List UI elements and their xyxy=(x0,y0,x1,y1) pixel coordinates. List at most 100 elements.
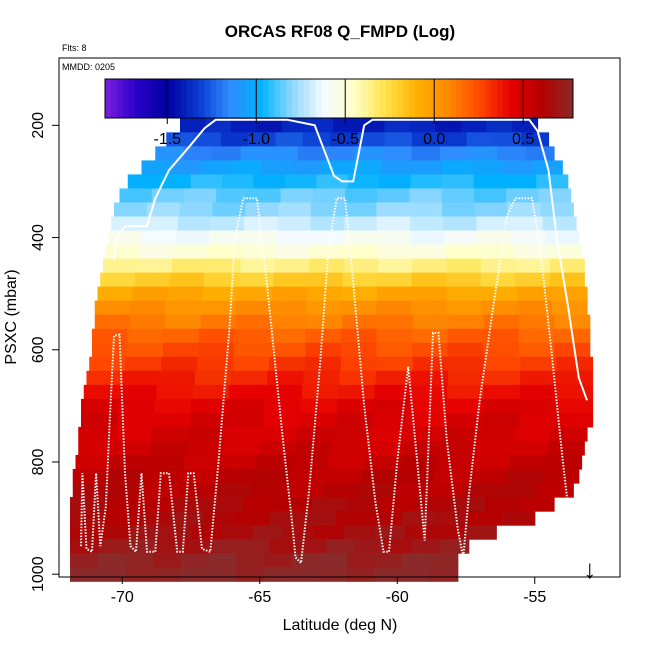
heatmap-cell xyxy=(201,160,233,176)
colorbar-segment xyxy=(461,79,469,118)
heatmap-cell xyxy=(242,230,278,246)
heatmap-cell xyxy=(222,440,260,456)
colorbar-segment xyxy=(333,79,340,118)
heatmap-cell xyxy=(548,440,585,456)
heatmap-cell xyxy=(481,300,518,316)
heatmap-cell xyxy=(346,553,376,568)
heatmap-cell xyxy=(284,174,317,190)
colorbar-segment xyxy=(262,79,270,118)
heatmap-cell xyxy=(83,384,121,400)
colorbar-segment xyxy=(105,79,112,118)
heatmap-cell xyxy=(483,328,520,344)
heatmap-cell xyxy=(368,426,406,442)
colorbar-segment xyxy=(368,79,375,118)
heatmap-cell xyxy=(111,454,149,470)
heatmap-cell xyxy=(207,244,243,260)
heatmap-cell xyxy=(163,328,200,344)
heatmap-cell xyxy=(159,174,192,190)
heatmap-cell xyxy=(200,314,237,330)
heatmap-cell xyxy=(234,328,271,344)
colorbar-segment xyxy=(210,79,217,118)
heatmap-cell xyxy=(252,525,284,540)
heatmap-cell xyxy=(163,342,200,358)
colorbar-segment xyxy=(286,79,293,118)
heatmap-cell xyxy=(480,272,516,288)
heatmap-cell xyxy=(111,216,146,232)
colorbar-segment xyxy=(397,79,404,118)
heatmap-cell xyxy=(446,398,484,414)
heatmap-cell xyxy=(210,216,245,232)
heatmap-cell xyxy=(476,216,511,232)
heatmap-cell xyxy=(231,370,268,386)
heatmap-cell xyxy=(479,244,515,260)
heatmap-cell xyxy=(336,412,374,428)
heatmap-cell xyxy=(158,370,196,386)
heatmap-cell xyxy=(202,511,237,526)
heatmap-cell xyxy=(448,314,485,330)
heatmap-cell xyxy=(447,328,484,344)
heatmap-cell xyxy=(307,118,334,133)
heatmap-cell xyxy=(171,258,207,274)
colorbar-segment xyxy=(315,79,322,118)
heatmap-cell xyxy=(280,188,314,204)
heatmap-cell xyxy=(502,160,533,176)
heatmap-cell xyxy=(256,118,283,133)
heatmap-cell xyxy=(190,174,223,190)
heatmap-cell xyxy=(448,356,486,372)
heatmap-cell xyxy=(513,244,549,260)
heatmap-cell xyxy=(269,146,299,161)
heatmap-cell xyxy=(117,398,155,414)
colorbar-segment xyxy=(251,79,258,118)
heatmap-cell xyxy=(103,258,138,274)
heatmap-cell xyxy=(409,412,447,428)
heatmap-cell xyxy=(519,497,555,512)
heatmap-cell xyxy=(377,230,412,246)
heatmap-cell xyxy=(554,314,591,330)
heatmap-cell xyxy=(194,370,232,386)
heatmap-cell xyxy=(191,525,223,540)
heatmap-cell xyxy=(231,160,263,176)
heatmap-cell xyxy=(343,244,379,260)
y-axis: 200 400 600 800 1000 xyxy=(30,112,59,592)
heatmap-cell xyxy=(466,483,503,498)
heatmap-cell xyxy=(72,468,110,484)
colorbar-segment xyxy=(157,79,164,118)
heatmap-cell xyxy=(235,300,272,316)
colorbar-segment xyxy=(549,79,556,118)
colorbar-tick-label: -1.5 xyxy=(153,131,181,148)
heatmap-cell xyxy=(145,468,182,484)
heatmap-cell xyxy=(278,202,312,218)
heatmap-cell xyxy=(151,188,185,204)
heatmap-cell xyxy=(180,118,207,133)
heatmap-cell xyxy=(263,553,293,568)
x-axis: -70 -65 -60 -55 xyxy=(111,577,546,606)
heatmap-cell xyxy=(328,454,366,470)
heatmap-cell xyxy=(169,511,204,526)
heatmap-cell xyxy=(291,553,320,568)
heatmap-cell xyxy=(203,272,240,288)
heatmap-cell xyxy=(202,286,238,302)
heatmap-cell xyxy=(519,314,555,330)
heatmap-cell xyxy=(119,188,153,204)
heatmap-cell xyxy=(297,146,327,161)
flights-note: Flts: 8 xyxy=(62,43,87,53)
heatmap-cell xyxy=(251,483,288,498)
heatmap-cell xyxy=(180,483,217,498)
colorbar-segment xyxy=(415,79,422,118)
colorbar-segment xyxy=(555,79,562,118)
colorbar-segment xyxy=(216,79,223,118)
heatmap-cell xyxy=(444,230,479,246)
heatmap-cell xyxy=(154,398,192,414)
heatmap-cell xyxy=(411,328,449,344)
heatmap-cell xyxy=(376,202,410,218)
heatmap-cell xyxy=(516,300,553,316)
heatmap-cell xyxy=(357,132,386,147)
heatmap-cell xyxy=(482,286,518,302)
heatmap-cell xyxy=(343,216,378,232)
colorbar-segment xyxy=(222,79,229,118)
heatmap-cell xyxy=(411,132,440,147)
x-axis-tick-label: -55 xyxy=(523,589,546,606)
heatmap-cell xyxy=(501,483,539,498)
heatmap-cell xyxy=(193,132,222,147)
colorbar-segment xyxy=(473,79,480,118)
